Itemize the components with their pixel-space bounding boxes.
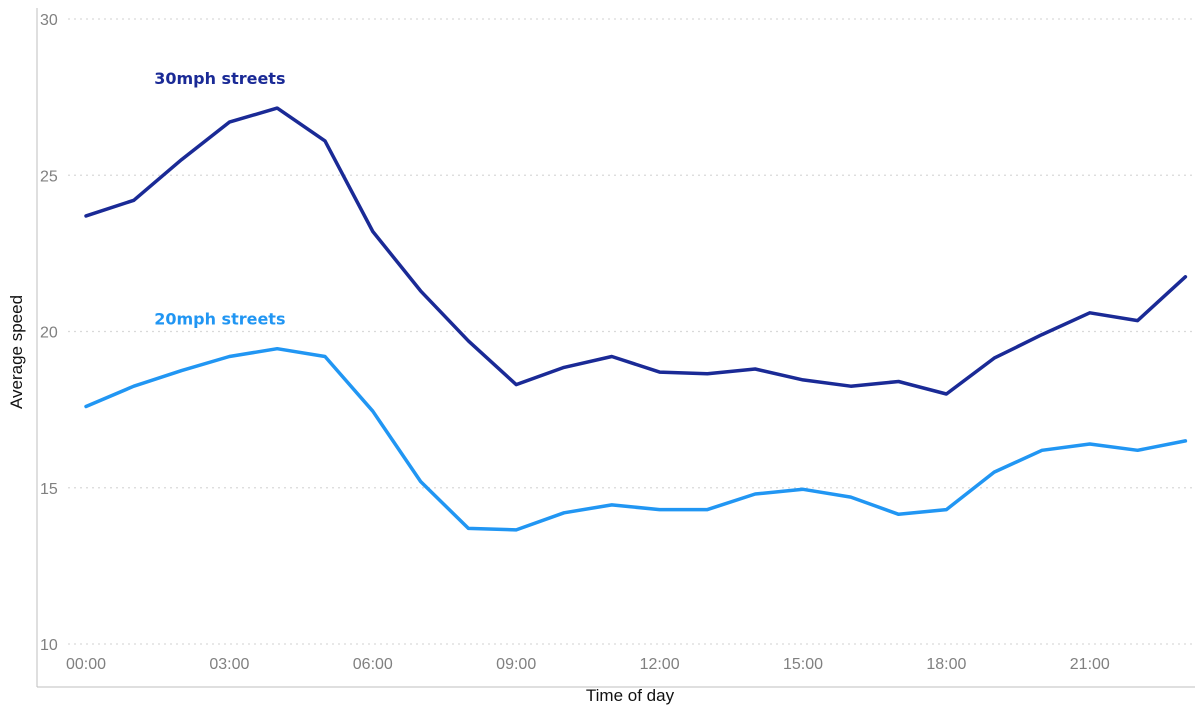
y-tick-label: 20 [40,325,58,342]
y-tick-label: 25 [40,168,58,185]
y-tick-label: 15 [40,481,58,498]
x-tick-label: 15:00 [783,656,823,673]
x-tick-label: 03:00 [209,656,249,673]
y-tick-label: 30 [40,12,58,29]
x-tick-label: 21:00 [1070,656,1110,673]
y-axis-title: Average speed [7,295,26,409]
series-line-20mph [84,346,1188,532]
series-line-30mph [84,106,1188,396]
series-label-30mph: 30mph streets [154,69,285,88]
x-tick-labels: 00:00 03:00 06:00 09:00 12:00 15:00 18:00 21:00 [66,656,1110,673]
x-tick-label: 06:00 [353,656,393,673]
gridlines [68,18,1195,645]
x-tick-label: 00:00 [66,656,106,673]
y-tick-label: 10 [40,637,58,654]
series-label-20mph: 20mph streets [154,310,285,329]
x-tick-label: 12:00 [640,656,680,673]
x-tick-label: 09:00 [496,656,536,673]
x-axis-title: Time of day [586,686,675,705]
x-tick-label: 18:00 [926,656,966,673]
series-labels: 30mph streets 20mph streets [154,69,285,329]
y-tick-labels: 10 15 20 25 30 [40,12,58,654]
series-lines [84,106,1188,532]
